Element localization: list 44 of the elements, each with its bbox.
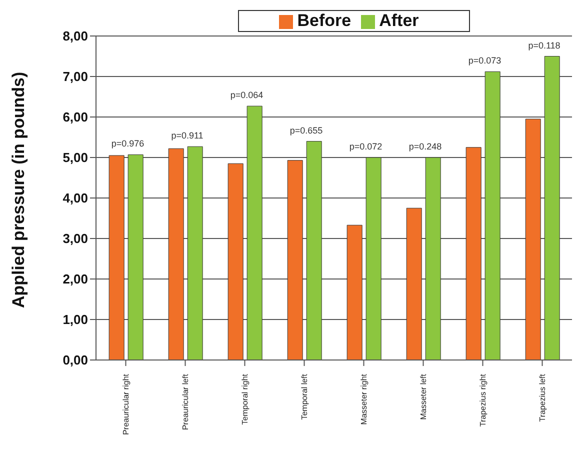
annotation: p=0.118 — [528, 40, 560, 50]
annotation: p=0.064 — [230, 90, 264, 100]
bar — [544, 56, 560, 360]
y-tick-label: 4,00 — [62, 190, 88, 206]
bar — [128, 154, 144, 360]
bar — [346, 224, 362, 360]
x-tick-label: Preauricular left — [180, 373, 190, 430]
y-tick-label: 2,00 — [62, 272, 88, 287]
annotation: p=0.072 — [349, 142, 382, 152]
x-tick-label: Temporal left — [300, 373, 309, 420]
bar — [525, 118, 541, 360]
bar — [406, 208, 422, 360]
x-tick-label: Masseter right — [359, 373, 368, 425]
annotation: p=0.911 — [171, 130, 204, 141]
x-tick-label: Masseter left — [418, 373, 428, 420]
bar — [287, 160, 303, 360]
x-tick-label: Trapezius right — [478, 373, 488, 427]
bar — [466, 147, 482, 360]
y-axis-title: Applied pressure (in pounds) — [9, 72, 28, 308]
bar — [246, 106, 262, 360]
y-tick-label: 1,00 — [62, 312, 88, 328]
bar — [484, 71, 500, 360]
y-tick-label: 8,00 — [62, 28, 88, 44]
annotation: p=0.073 — [468, 56, 502, 66]
x-tick-label: Temporal right — [240, 373, 250, 425]
legend-label: Before — [297, 11, 352, 30]
y-tick-label: 3,00 — [62, 231, 88, 246]
legend-label: After — [379, 11, 419, 30]
annotation: p=0.976 — [111, 138, 144, 149]
bar — [168, 148, 184, 360]
y-tick-label: 0,00 — [62, 352, 88, 368]
annotation: p=0.248 — [408, 142, 442, 152]
bar — [108, 155, 124, 360]
bar — [366, 157, 382, 360]
bar — [425, 157, 441, 360]
bar — [187, 146, 203, 360]
y-tick-label: 6,00 — [62, 110, 88, 125]
y-tick-label: 7,00 — [62, 69, 88, 84]
x-tick-label: Preauricular right — [121, 373, 130, 435]
y-tick-label: 5,00 — [62, 150, 88, 166]
annotation: p=0.655 — [290, 125, 323, 136]
bar — [306, 141, 322, 360]
x-tick-label: Trapezius left — [538, 373, 547, 422]
bar — [228, 163, 244, 360]
